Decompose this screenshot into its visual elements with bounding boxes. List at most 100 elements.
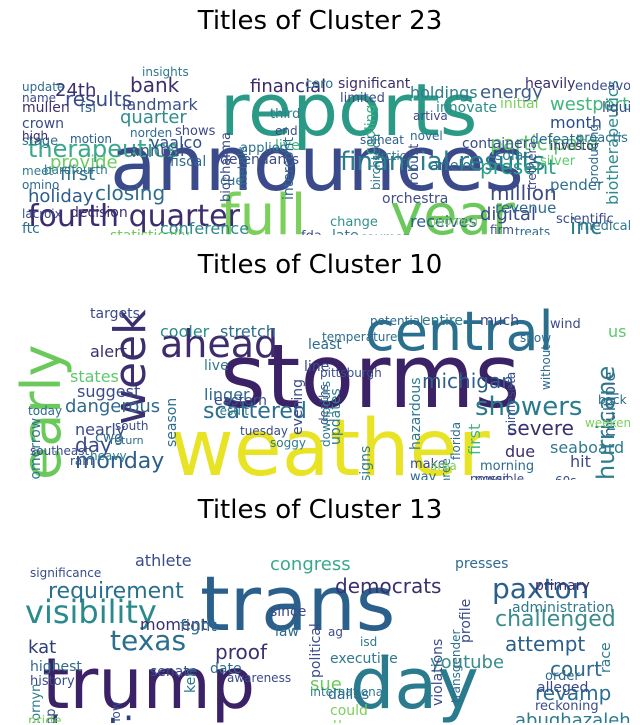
cloud-word: ftc: [22, 221, 40, 235]
cloud-word: late: [332, 228, 359, 235]
cloud-word: trump: [42, 643, 255, 723]
cloud-word: digital: [480, 204, 536, 225]
cloud-word: linger: [204, 385, 250, 404]
cloud-word: alert: [90, 342, 127, 361]
cloud-word: birchtech: [369, 134, 383, 190]
cloud-word: update: [22, 80, 64, 94]
cloud-word: temperatures: [322, 330, 404, 344]
cloud-word: motion: [70, 132, 112, 146]
cloud-word: trethera: [525, 141, 539, 190]
cloud-word: innovate: [436, 100, 497, 116]
cloud-word: awareness: [227, 671, 291, 685]
cloud-word: quarter: [120, 107, 187, 128]
cloud-word: elections: [25, 710, 205, 723]
cloud-word: holiday: [28, 186, 94, 207]
cloud-word: end: [275, 124, 298, 138]
cloud-word: first: [465, 424, 484, 455]
cloud-word: trans: [200, 559, 395, 648]
cloud-word: million: [490, 181, 557, 205]
cloud-word: ag: [328, 625, 343, 639]
cloud-word: snow: [520, 331, 551, 345]
cloud-word: today: [28, 404, 62, 418]
cloud-word: us: [608, 322, 626, 341]
cloud-word: multiple: [600, 372, 619, 437]
cloud-word: visibility: [25, 593, 157, 631]
cloud-word: tomorrow: [28, 418, 44, 480]
cloud-word: firm: [490, 223, 514, 235]
cloud-word: proactis: [576, 131, 628, 146]
cloud-word: without: [539, 345, 553, 390]
cloud-word: signs: [358, 446, 374, 480]
cloud-word: hazardous: [408, 377, 424, 450]
cloud-word: early: [10, 345, 73, 480]
cloud-word: ahead: [160, 322, 278, 366]
cloud-word: weather: [170, 404, 491, 480]
cloud-word: high: [22, 129, 48, 143]
cloud-word: live: [204, 358, 229, 374]
cloud-word: could: [330, 703, 368, 719]
cloud-word: change: [330, 215, 378, 230]
cloud-word: day: [350, 643, 479, 723]
cloud-word: killing: [530, 478, 577, 480]
cloud-word: deaths: [317, 384, 331, 425]
cloud-word: nearly: [75, 420, 125, 439]
cloud-word: back: [598, 393, 627, 407]
cloud-word: proof: [215, 640, 268, 664]
cloud-word: cwg: [95, 430, 123, 446]
cloud-word: cooler: [160, 322, 210, 341]
cloud-word: primary: [535, 578, 590, 594]
cloud-word: tuesday: [240, 424, 288, 438]
cloud-word: scattered: [203, 399, 307, 424]
cloud-word: orchestra: [382, 191, 448, 207]
cloud-word: day: [75, 433, 112, 457]
cloud-word: biomed: [433, 214, 478, 228]
cloud-word: morning: [480, 459, 534, 474]
cloud-word: suggest: [77, 382, 140, 401]
cloud-word: hurricane: [592, 366, 620, 480]
cloud-word: holdings: [410, 83, 478, 102]
cloud-word: history: [30, 674, 75, 689]
cloud-word: lacroix: [22, 207, 62, 221]
cloud-word: know: [109, 701, 123, 723]
cloud-word: southeast: [30, 444, 89, 458]
cloud-word: initial: [500, 96, 539, 112]
cloud-word: soggy: [270, 436, 306, 450]
cloud-word: conference: [160, 219, 249, 235]
cloud-word: alleged: [537, 680, 588, 696]
cloud-word: annual: [130, 141, 184, 160]
cloud-word: significance: [30, 566, 101, 580]
cloud-word: rain: [70, 454, 93, 468]
cloud-word: three: [439, 458, 453, 480]
cloud-word: revamp: [535, 681, 611, 705]
cloud-word: seaboard: [550, 438, 624, 457]
cloud-word: westport: [550, 94, 629, 115]
cloud-word: date: [210, 661, 242, 677]
cloud-word: saiheat: [360, 133, 404, 147]
cloud-word: pender: [550, 176, 604, 194]
cloud-word: defeats: [530, 132, 582, 148]
cloud-word: due: [505, 442, 535, 461]
cloud-word: decision: [70, 205, 128, 221]
cloud-word: monday: [75, 449, 164, 474]
panel-title: Titles of Cluster 13: [197, 495, 443, 525]
cloud-word: scientific: [556, 212, 614, 227]
cloud-word: highest: [30, 659, 82, 675]
cloud-word: week: [105, 309, 156, 425]
cloud-word: limited: [340, 91, 385, 106]
cloud-word: updates: [328, 388, 344, 445]
cloud-word: 60s: [555, 474, 577, 480]
cloud-word: crown: [22, 116, 64, 132]
cloud-word: reckoning: [535, 699, 599, 714]
cloud-word: way: [410, 470, 437, 480]
cloud-word: omino: [22, 178, 59, 192]
cloud-word: artiva: [413, 109, 448, 123]
cloud-word: insights: [142, 65, 189, 79]
cloud-word: isd: [360, 635, 377, 649]
cloud-word: fiscal: [170, 154, 206, 170]
cloud-word: medical: [580, 219, 630, 234]
cloud-word: dallas: [328, 687, 369, 703]
cloud-word: eastern: [214, 393, 267, 409]
cloud-word: third: [270, 107, 300, 122]
cloud-word: bank: [130, 73, 180, 97]
